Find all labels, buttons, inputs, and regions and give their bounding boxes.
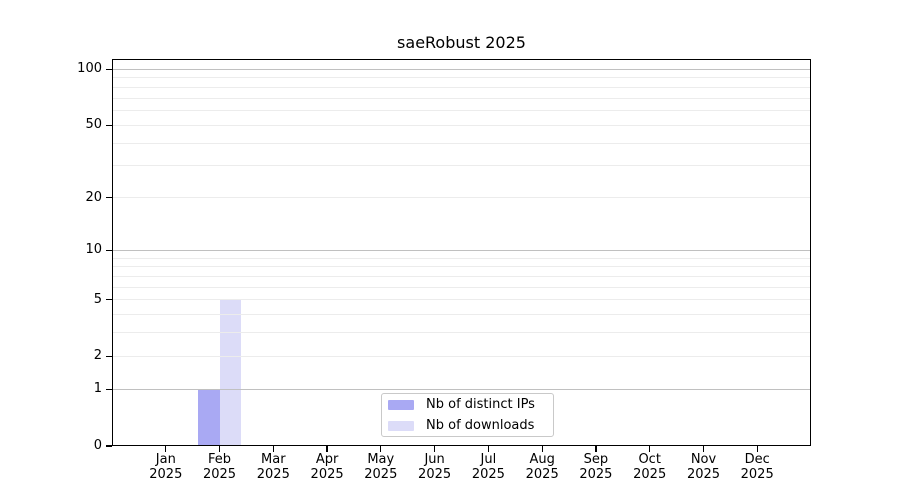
minor-gridline-70 — [112, 97, 811, 99]
major-gridline-1 — [112, 388, 811, 390]
y-tick-label-10: 10 — [85, 242, 102, 258]
x-tick-mark-jun — [434, 446, 436, 452]
y-tick-mark-100 — [106, 68, 112, 71]
minor-gridline-20 — [112, 197, 811, 199]
y-tick-label-50: 50 — [85, 117, 102, 133]
x-tick-mark-jan — [165, 446, 167, 452]
x-tick-label-dec: Dec 2025 — [725, 452, 789, 482]
x-tick-year-aug: 2025 — [525, 467, 559, 482]
x-tick-mark-apr — [326, 446, 328, 452]
x-tick-label-jun: Jun 2025 — [403, 452, 467, 482]
x-tick-year-jul: 2025 — [471, 467, 505, 482]
legend-swatch-icon — [388, 399, 414, 410]
minor-gridline-9 — [112, 257, 811, 259]
y-tick-label-5: 5 — [93, 291, 102, 307]
minor-gridline-40 — [112, 142, 811, 144]
x-tick-year-apr: 2025 — [310, 467, 344, 482]
legend-swatch-icon — [388, 420, 414, 431]
x-tick-label-sep: Sep 2025 — [564, 452, 628, 482]
x-tick-mark-aug — [541, 446, 543, 452]
y-tick-label-2: 2 — [93, 348, 102, 364]
x-tick-mark-nov — [702, 446, 705, 452]
minor-gridline-5 — [112, 299, 811, 301]
y-tick-mark-2 — [106, 355, 112, 357]
y-tick-mark-20 — [106, 196, 112, 199]
x-tick-mark-mar — [272, 446, 274, 452]
y-tick-label-1: 1 — [93, 381, 102, 397]
bar-nb-of-distinct-ips-feb-2025 — [197, 389, 220, 446]
minor-gridline-4 — [112, 314, 811, 316]
legend-entries: Nb of distinct IPs Nb of downloads — [382, 394, 553, 436]
x-tick-label-nov: Nov 2025 — [672, 452, 736, 482]
minor-gridline-80 — [112, 86, 811, 88]
minor-gridline-30 — [112, 165, 811, 167]
x-tick-label-jan: Jan 2025 — [134, 452, 198, 482]
x-tick-label-jul: Jul 2025 — [456, 452, 520, 482]
minor-gridline-60 — [112, 110, 811, 112]
x-tick-year-jun: 2025 — [418, 467, 452, 482]
x-tick-mark-jul — [487, 446, 489, 452]
y-tick-label-20: 20 — [85, 189, 102, 205]
x-tick-mark-may — [380, 446, 382, 452]
x-tick-year-nov: 2025 — [686, 467, 721, 482]
minor-gridline-90 — [112, 77, 811, 79]
x-tick-year-sep: 2025 — [579, 467, 613, 482]
minor-gridline-7 — [112, 275, 811, 277]
y-tick-mark-10 — [106, 249, 112, 251]
minor-gridline-6 — [112, 286, 811, 288]
plot-area — [112, 59, 811, 446]
chart-title: saeRobust 2025 — [397, 33, 526, 52]
bar-nb-of-downloads-feb-2025 — [219, 299, 242, 446]
y-tick-mark-50 — [106, 124, 112, 126]
x-tick-year-feb: 2025 — [202, 467, 237, 482]
y-tick-mark-1 — [106, 388, 112, 391]
legend-item: Nb of distinct IPs — [382, 394, 553, 415]
x-tick-mark-sep — [595, 446, 597, 452]
y-tick-mark-0 — [106, 445, 112, 447]
legend-label: Nb of downloads — [426, 418, 535, 433]
y-tick-label-0: 0 — [93, 438, 102, 453]
x-tick-label-mar: Mar 2025 — [241, 452, 305, 482]
x-tick-year-jan: 2025 — [149, 467, 183, 482]
x-tick-mark-feb — [218, 446, 221, 452]
x-tick-year-dec: 2025 — [740, 467, 774, 482]
x-tick-label-apr: Apr 2025 — [295, 452, 359, 482]
x-tick-year-oct: 2025 — [633, 467, 667, 482]
x-tick-year-mar: 2025 — [256, 467, 290, 482]
minor-gridline-3 — [112, 332, 811, 334]
legend-item: Nb of downloads — [382, 415, 553, 436]
legend-label: Nb of distinct IPs — [426, 397, 535, 412]
x-tick-label-aug: Aug 2025 — [510, 452, 574, 482]
y-tick-label-100: 100 — [77, 61, 102, 77]
x-tick-mark-oct — [649, 446, 651, 452]
legend: Nb of distinct IPs Nb of downloads — [381, 393, 554, 437]
x-tick-label-feb: Feb 2025 — [188, 452, 252, 482]
major-gridline-10 — [112, 249, 811, 251]
x-tick-mark-dec — [756, 446, 758, 452]
minor-gridline-8 — [112, 266, 811, 268]
x-tick-label-oct: Oct 2025 — [618, 452, 682, 482]
minor-gridline-50 — [112, 124, 811, 126]
major-gridline-100 — [112, 68, 811, 70]
x-tick-label-may: May 2025 — [349, 452, 413, 482]
minor-gridline-2 — [112, 355, 811, 357]
y-tick-mark-5 — [106, 299, 112, 301]
x-tick-year-may: 2025 — [364, 467, 398, 482]
